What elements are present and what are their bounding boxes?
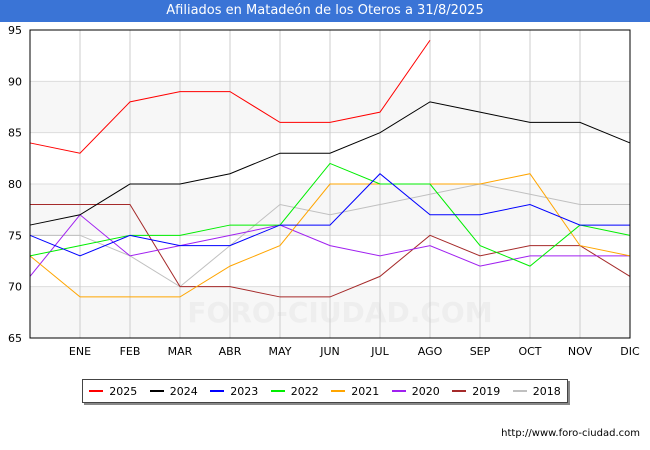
x-tick-label: DIC	[620, 345, 640, 358]
legend-swatch	[149, 390, 164, 392]
legend: 2025 2024 2023 2022 2021 2020 2019 2018	[82, 379, 568, 403]
legend-label: 2021	[351, 384, 380, 398]
legend-item-2022: 2022	[270, 384, 319, 398]
legend-item-2024: 2024	[149, 384, 198, 398]
legend-label: 2018	[532, 384, 561, 398]
x-tick-label: JUN	[319, 345, 340, 358]
legend-label: 2019	[472, 384, 501, 398]
legend-swatch	[210, 390, 225, 392]
legend-item-2020: 2020	[391, 384, 440, 398]
x-tick-label: JUL	[370, 345, 389, 358]
legend-swatch	[391, 390, 406, 392]
legend-swatch	[270, 390, 285, 392]
x-tick-label: MAR	[168, 345, 193, 358]
x-tick-label: ENE	[69, 345, 91, 358]
legend-label: 2023	[230, 384, 259, 398]
x-tick-label: OCT	[518, 345, 541, 358]
legend-swatch	[512, 390, 527, 392]
y-tick-label: 90	[8, 75, 22, 88]
plot-frame	[29, 29, 631, 339]
series-line-2020	[29, 214, 630, 277]
legend-item-2019: 2019	[452, 385, 500, 398]
legend-label: 2025	[109, 384, 138, 398]
series-line-2024	[29, 101, 631, 226]
x-tick-label: FEB	[120, 345, 141, 358]
legend-item-2018: 2018	[512, 384, 561, 398]
series-line-2025	[29, 39, 431, 154]
y-tick-label: 95	[8, 24, 22, 37]
y-tick-label: 75	[8, 229, 22, 242]
x-tick-label: AGO	[418, 345, 443, 358]
series-line-2021	[29, 173, 631, 298]
legend-swatch	[331, 390, 346, 392]
watermark: FORO-CIUDAD.COM	[187, 296, 492, 329]
y-tick-label: 85	[8, 127, 22, 140]
legend-label: 2024	[169, 384, 198, 398]
legend-label: 2020	[411, 384, 440, 398]
x-tick-label: ABR	[219, 345, 242, 358]
legend-swatch	[89, 390, 104, 392]
legend-item-2021: 2021	[331, 385, 379, 398]
legend-label: 2022	[290, 384, 319, 398]
legend-swatch	[452, 390, 467, 392]
x-tick-label: NOV	[568, 345, 593, 358]
legend-item-2025: 2025	[89, 385, 137, 398]
source-url[interactable]: http://www.foro-ciudad.com	[501, 428, 640, 439]
x-tick-label: SEP	[470, 345, 491, 358]
x-tick-label: MAY	[269, 345, 292, 358]
series-line-2023	[29, 173, 630, 257]
chart-title: Afiliados en Matadeón de los Oteros a 31…	[0, 0, 650, 22]
y-tick-label: 80	[8, 178, 22, 191]
series-line-2019	[30, 204, 631, 298]
y-tick-label: 65	[8, 332, 22, 345]
y-tick-label: 70	[8, 281, 22, 294]
legend-item-2023: 2023	[210, 385, 258, 398]
